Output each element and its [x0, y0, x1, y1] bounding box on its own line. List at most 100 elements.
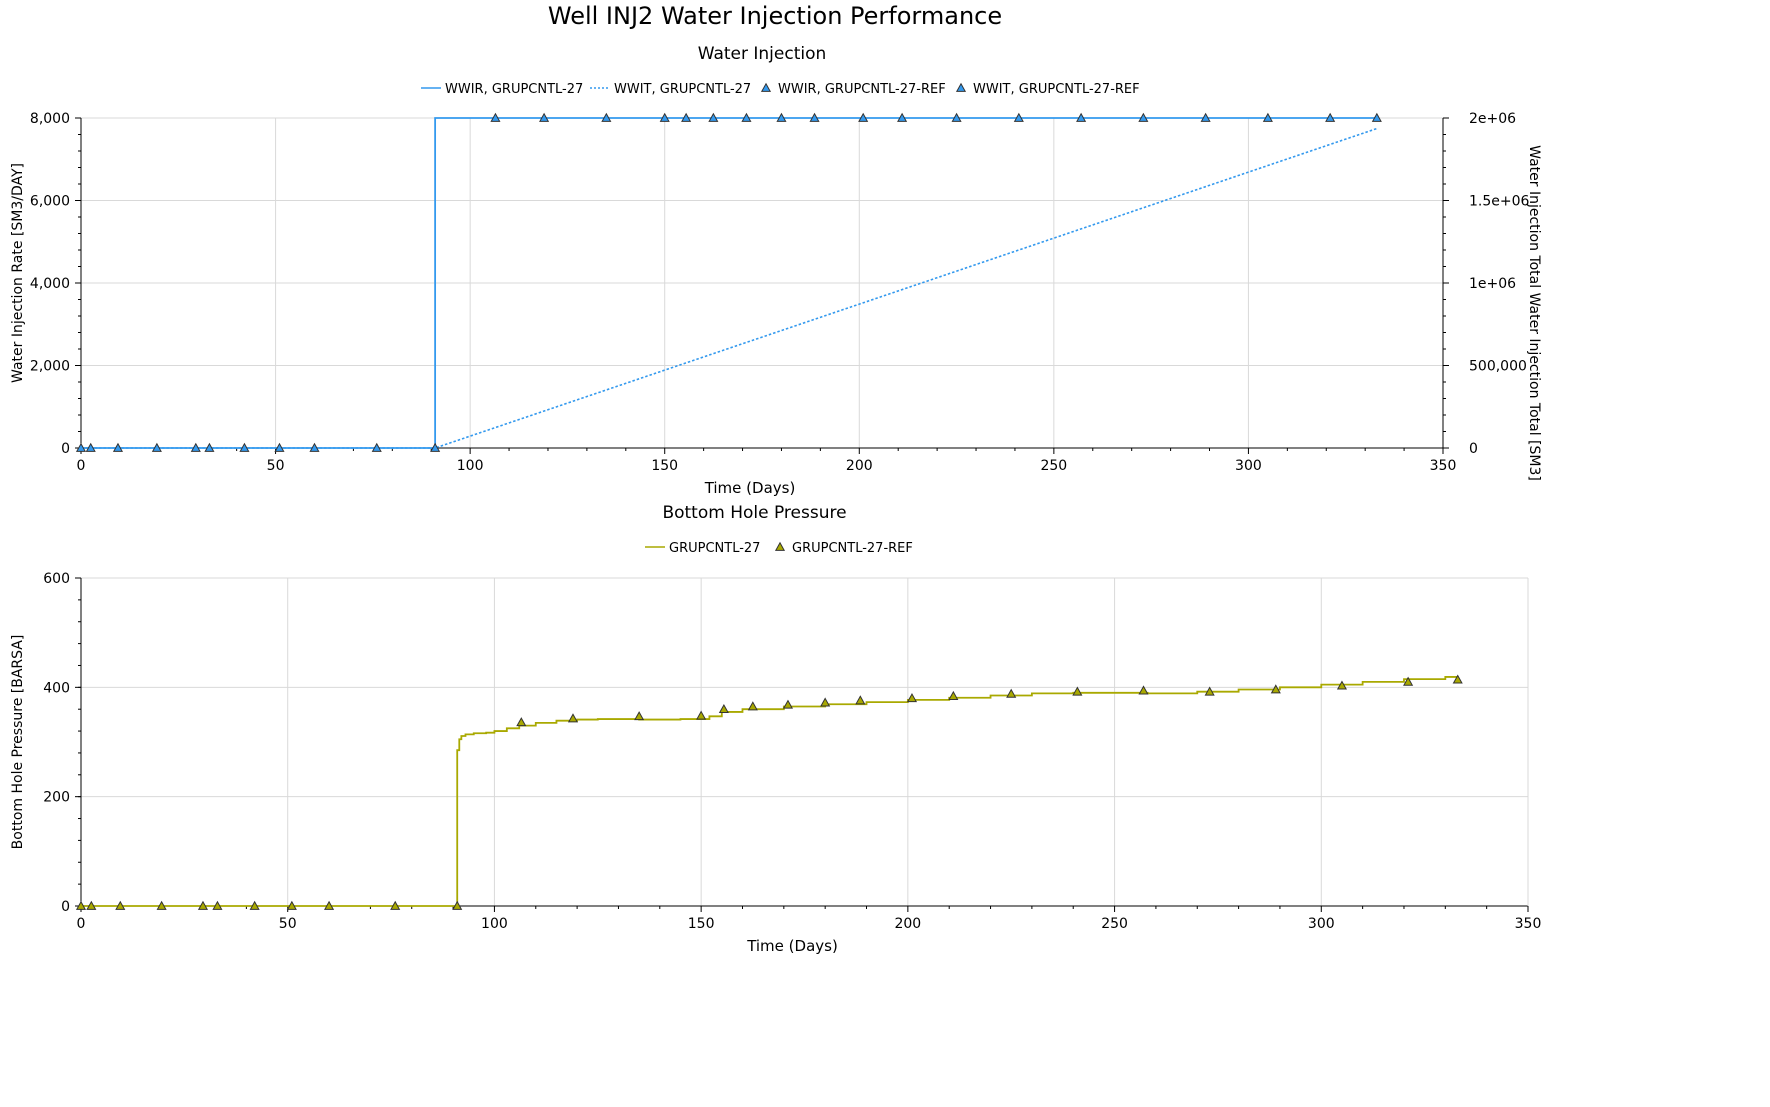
chart-0-series-2-point	[151, 442, 162, 452]
chart-0-series-2-point	[1013, 112, 1024, 122]
chart-1-ylabel: Bottom Hole Pressure [BARSA]	[10, 635, 26, 850]
chart-0-xtick-label: 200	[846, 458, 873, 474]
chart-1-xtick-label: 50	[279, 916, 297, 932]
chart-0-ytick-label: 4,000	[30, 276, 70, 292]
chart-1-series-1-point	[906, 693, 918, 703]
chart-1-xtick-label: 150	[688, 916, 715, 932]
chart-1-series-1-point	[1072, 686, 1083, 696]
chart-1-series-1-point	[516, 717, 527, 727]
chart-0-series-2-point	[659, 112, 670, 122]
chart-1-series-1-point	[634, 711, 645, 721]
chart-0-ylabel: Water Injection Rate [SM3/DAY]	[10, 163, 26, 383]
legend-label: GRUPCNTL-27	[669, 541, 760, 556]
chart-0-series-2-point	[190, 442, 201, 452]
chart-0-xlabel: Time (Days)	[704, 479, 796, 497]
chart-0-series-2-point	[1138, 112, 1149, 122]
chart-0-series-2-point	[204, 442, 215, 452]
chart-1-series-1-point	[1138, 685, 1149, 695]
chart-0-series-2-point	[951, 112, 962, 122]
chart-0-series-2-point	[809, 112, 820, 122]
chart-0-series-2-point	[1262, 112, 1273, 122]
chart-1-series-1-point	[1452, 674, 1463, 684]
chart-0-y2label: Water Injection Total Water Injection To…	[1526, 145, 1542, 481]
chart-1-ytick-label: 600	[43, 571, 70, 587]
chart-1-series-1-point	[286, 900, 297, 910]
legend-swatch-marker	[955, 82, 967, 92]
chart-1-xtick-label: 350	[1515, 916, 1542, 932]
chart-1-series-1-point	[1336, 680, 1348, 690]
chart-0-series-2-point	[1325, 112, 1336, 122]
chart-0-y2tick-label: 0	[1469, 441, 1478, 457]
chart-0-y2tick-label: 1.5e+06	[1469, 194, 1530, 210]
chart-1-series-1-point	[567, 713, 579, 723]
chart-0-xtick-label: 300	[1235, 458, 1262, 474]
chart-1-series-1-point	[855, 695, 866, 705]
chart-0-series-2-point	[708, 112, 719, 122]
chart-1-xtick-label: 200	[894, 916, 921, 932]
chart-1-series-1-point	[212, 900, 223, 910]
chart-1-series-1-point	[1403, 676, 1414, 686]
chart-1-xtick-label: 100	[481, 916, 508, 932]
chart-1-xlabel: Time (Days)	[746, 937, 838, 955]
chart-0-series-2-point	[539, 112, 550, 122]
chart-0-xtick-label: 0	[77, 458, 86, 474]
chart-1-ytick-label: 0	[61, 899, 70, 915]
chart-0-ytick-label: 6,000	[30, 194, 70, 210]
chart-1-series-1-point	[718, 703, 729, 714]
chart-1-xtick-label: 300	[1308, 916, 1335, 932]
chart-1-xtick-label: 250	[1101, 916, 1128, 932]
chart-0-series-2-point	[85, 442, 96, 452]
chart-0-series-2-point	[1200, 112, 1211, 122]
chart-0-ytick-label: 8,000	[30, 111, 70, 127]
chart-0-series-2-point	[75, 442, 87, 452]
chart-0-ytick-label: 0	[61, 441, 70, 457]
chart-0-series-2-point	[681, 112, 692, 122]
chart-0-series-2-point	[776, 112, 787, 122]
chart-0-series-2-point	[897, 112, 908, 122]
chart-1-series-1-point	[249, 900, 260, 910]
chart-0-series-2-point	[490, 112, 501, 122]
chart-0-series-2-point	[1371, 112, 1382, 122]
chart-0-series-2-point	[1076, 112, 1087, 122]
chart-0-xtick-label: 250	[1040, 458, 1067, 474]
chart-1-series-1-point	[156, 900, 167, 910]
chart-1-series-1-point	[820, 697, 831, 707]
chart-0-series-2-point	[112, 442, 124, 452]
chart-1-series-1-point	[452, 900, 463, 910]
chart-1-series-1-point	[86, 900, 97, 910]
chart-1-series-1-point	[1006, 688, 1017, 698]
chart-0-series-2-point	[239, 442, 250, 452]
chart-0-series-2-point	[858, 112, 869, 122]
chart-0-series-2-point	[430, 442, 441, 452]
chart-1-ytick-label: 400	[43, 680, 70, 696]
chart-1-series-1-point	[197, 900, 209, 910]
chart-0-xtick-label: 50	[267, 458, 285, 474]
chart-1-series-1-point	[948, 690, 959, 700]
chart-0-series-2-point	[371, 442, 382, 452]
chart-1-series-1-point	[75, 900, 87, 910]
chart-1-series-1-point	[696, 710, 707, 720]
chart-0-y2tick-label: 1e+06	[1469, 276, 1516, 292]
chart-0-series-2-point	[601, 112, 612, 122]
chart-0-series-2-point	[274, 442, 285, 452]
chart-0-xtick-label: 100	[457, 458, 484, 474]
chart-1-series-1-point	[390, 900, 401, 910]
chart-1-ytick-label: 200	[43, 790, 70, 806]
chart-0-xtick-label: 350	[1430, 458, 1457, 474]
chart-1-series-1-point	[782, 699, 794, 709]
legend-label: WWIT, GRUPCNTL-27	[614, 82, 751, 97]
legend-label: WWIT, GRUPCNTL-27-REF	[973, 82, 1140, 97]
legend-swatch-marker	[774, 541, 786, 551]
chart-0-ytick-label: 2,000	[30, 359, 70, 375]
legend-swatch-marker	[760, 82, 772, 92]
chart-1-xtick-label: 0	[77, 916, 86, 932]
chart-0-y2tick-label: 500,000	[1469, 359, 1527, 375]
chart-0-series-1-line	[81, 127, 1378, 449]
legend-label: WWIR, GRUPCNTL-27-REF	[778, 82, 946, 97]
chart-0-title: Water Injection	[698, 44, 827, 64]
chart-0-xtick-label: 150	[651, 458, 678, 474]
chart-1-series-1-point	[324, 900, 335, 910]
legend-label: WWIR, GRUPCNTL-27	[445, 82, 583, 97]
